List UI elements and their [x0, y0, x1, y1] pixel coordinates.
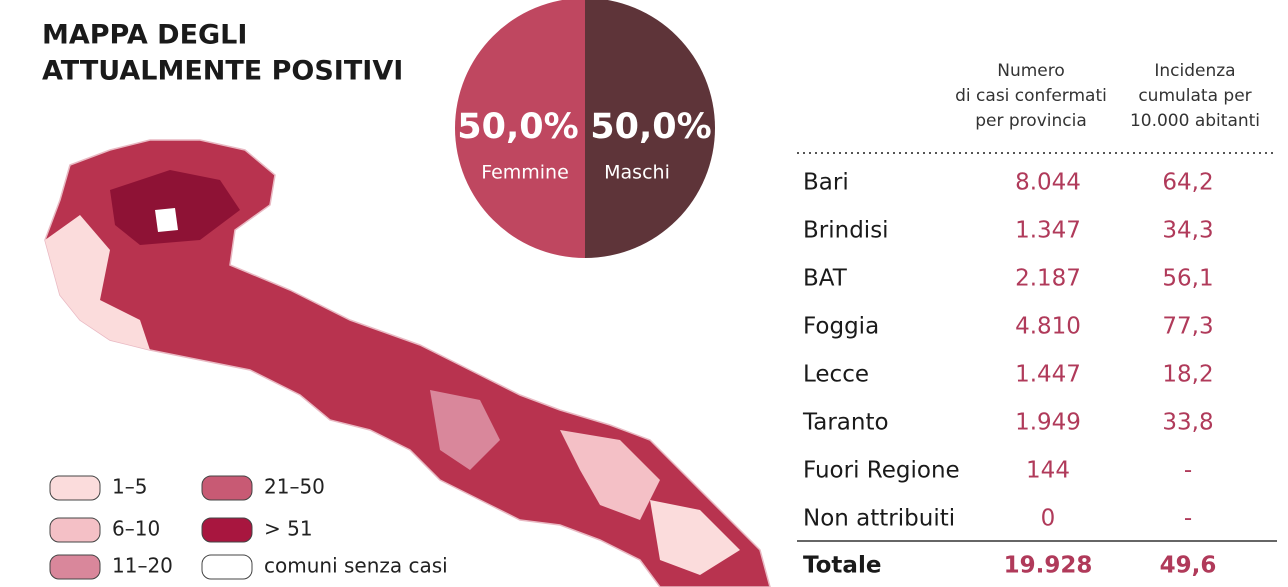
cell-value: 77,3 — [1162, 314, 1213, 340]
legend-label: comuni senza casi — [264, 554, 448, 578]
map — [44, 139, 771, 587]
legend-label: > 51 — [264, 517, 313, 541]
legend: 1–5 21–50 6–10 > 51 11–20 comuni senza casi — [49, 475, 448, 580]
map-area — [650, 500, 740, 575]
row-name: Fuori Regione — [803, 458, 960, 484]
cell-value: 8.044 — [1015, 170, 1081, 196]
table: Numero di casi confermati per provincia Inc… — [797, 61, 1277, 579]
female-half — [455, 0, 585, 258]
cell-value: 1.949 — [1015, 410, 1081, 436]
column-header: 10.000 abitanti — [1130, 111, 1260, 131]
female-percent: 50,0% — [457, 107, 578, 147]
cell-value: 144 — [1026, 458, 1070, 484]
total-value: 19.928 — [1004, 553, 1093, 579]
cell-value: - — [1184, 458, 1192, 484]
map-area — [110, 170, 240, 245]
cell-value: 4.810 — [1015, 314, 1081, 340]
legend-swatch — [49, 517, 101, 543]
title-line: ATTUALMENTE POSITIVI — [42, 56, 403, 87]
cell-value: 33,8 — [1162, 410, 1213, 436]
cell-value: 1.447 — [1015, 362, 1081, 388]
female-label: Femmine — [481, 162, 569, 184]
row-name: Lecce — [803, 362, 869, 388]
title-line: MAPPA DEGLI — [42, 20, 247, 51]
legend-swatch — [201, 517, 253, 543]
row-name: Foggia — [803, 314, 879, 340]
cell-value: - — [1184, 506, 1192, 532]
column-header: di casi confermati — [955, 86, 1107, 106]
legend-label: 21–50 — [264, 475, 325, 499]
column-header: per provincia — [975, 111, 1087, 131]
male-percent: 50,0% — [590, 107, 711, 147]
cell-value: 1.347 — [1015, 218, 1081, 244]
column-header: cumulata per — [1138, 86, 1251, 106]
legend-swatch — [201, 554, 253, 580]
cell-value: 56,1 — [1162, 266, 1213, 292]
column-header: Incidenza — [1154, 61, 1235, 81]
cell-value: 34,3 — [1162, 218, 1213, 244]
column-header: Numero — [997, 61, 1065, 81]
male-half — [585, 0, 715, 258]
legend-swatch — [49, 554, 101, 580]
legend-label: 1–5 — [112, 475, 147, 499]
map-area — [45, 215, 150, 350]
male-label: Maschi — [604, 162, 670, 184]
total-value: 49,6 — [1160, 553, 1217, 579]
row-name: Non attribuiti — [803, 506, 955, 532]
map-area — [155, 208, 178, 232]
row-name: Bari — [803, 170, 849, 196]
legend-label: 6–10 — [112, 517, 160, 541]
legend-label: 11–20 — [112, 554, 173, 578]
cell-value: 2.187 — [1015, 266, 1081, 292]
row-name: Brindisi — [803, 218, 889, 244]
legend-swatch — [201, 475, 253, 501]
cell-value: 64,2 — [1162, 170, 1213, 196]
map-area — [430, 390, 500, 470]
row-name: BAT — [803, 266, 848, 292]
legend-swatch — [49, 475, 101, 501]
gender-circle: 50,0% 50,0% Femmine Maschi — [455, 0, 715, 258]
cell-value: 0 — [1041, 506, 1056, 532]
map-area — [560, 430, 660, 520]
row-name: Taranto — [802, 410, 889, 436]
total-name: Totale — [803, 553, 881, 579]
cell-value: 18,2 — [1162, 362, 1213, 388]
